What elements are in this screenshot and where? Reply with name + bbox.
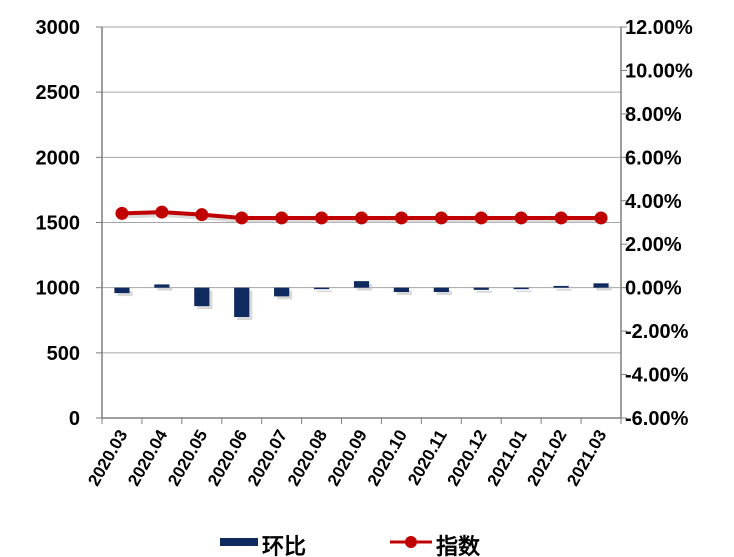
- bar: [473, 287, 489, 290]
- line-point: [474, 211, 488, 225]
- legend-bar-label: 环比: [262, 534, 306, 557]
- right-tick-label: -6.00%: [625, 408, 689, 430]
- line-point: [394, 211, 408, 225]
- right-tick-label: 6.00%: [625, 147, 682, 169]
- bar-series-huanbi: [114, 281, 612, 320]
- right-tick-label: 2.00%: [625, 234, 682, 256]
- line-point: [355, 211, 368, 225]
- right-tick-label: 10.00%: [625, 60, 693, 82]
- left-tick-label: 0: [69, 408, 80, 430]
- line-point: [235, 211, 249, 225]
- bar: [513, 287, 529, 290]
- line-series-zhishu: [115, 205, 608, 225]
- left-tick-label: 3000: [36, 17, 81, 39]
- line-point: [554, 211, 568, 225]
- legend-bar-swatch: [220, 538, 258, 546]
- right-tick-label: 8.00%: [625, 104, 682, 126]
- bar-shadow: [316, 290, 333, 293]
- bar: [313, 287, 330, 290]
- bar-shadow: [117, 290, 133, 297]
- bar-shadow: [436, 290, 452, 296]
- left-tick-label: 1000: [36, 278, 81, 300]
- bar-shadow: [516, 290, 532, 293]
- line-point: [434, 211, 448, 225]
- bar-shadow: [396, 290, 413, 296]
- bar-shadow: [476, 290, 492, 293]
- axes: 0 500 1000 1500 2000 2500 3000 -6.00% -4.00% -2.0…: [36, 17, 694, 489]
- line-point: [115, 206, 129, 220]
- bar: [593, 283, 609, 288]
- bar: [194, 287, 210, 307]
- bar: [154, 284, 170, 288]
- legend: 环比 指数: [220, 534, 481, 557]
- line-point: [195, 208, 209, 222]
- line-point: [155, 205, 169, 219]
- right-tick-label: 0.00%: [625, 278, 682, 300]
- bar: [274, 287, 290, 297]
- left-tick-label: 2500: [36, 82, 81, 104]
- bar: [433, 287, 449, 293]
- line-point: [514, 211, 528, 225]
- left-tick-label: 500: [47, 343, 80, 365]
- left-tick-label: 1500: [36, 213, 81, 235]
- bar: [234, 287, 250, 317]
- line-point: [315, 211, 329, 225]
- left-tick-label: 2000: [36, 147, 81, 169]
- line-point: [275, 211, 289, 225]
- bar: [114, 287, 130, 294]
- line-point: [594, 211, 608, 225]
- bar: [393, 287, 410, 293]
- right-tick-label: 4.00%: [625, 191, 682, 213]
- legend-line-label: 指数: [436, 534, 481, 557]
- bar-shadow: [596, 286, 612, 291]
- right-tick-label: -2.00%: [625, 321, 689, 343]
- bar-shadow: [556, 288, 572, 291]
- right-tick-label: -4.00%: [625, 365, 689, 387]
- right-tick-label: 12.00%: [625, 17, 693, 39]
- bar: [553, 285, 569, 288]
- bar-shadow: [157, 287, 173, 291]
- legend-line-marker: [405, 536, 417, 548]
- bar: [353, 281, 370, 288]
